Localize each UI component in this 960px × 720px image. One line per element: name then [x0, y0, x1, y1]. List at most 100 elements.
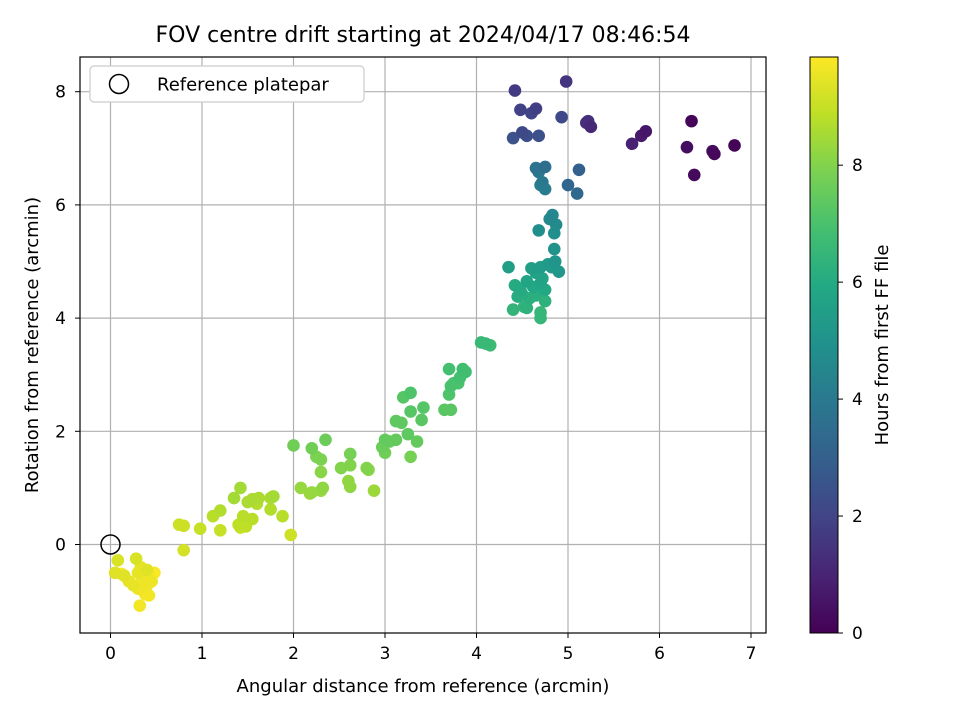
- scatter-point: [529, 102, 543, 115]
- scatter-point: [534, 311, 547, 325]
- scatter-point: [687, 168, 701, 182]
- legend: Reference platepar: [89, 65, 365, 103]
- scatter-point: [514, 103, 527, 117]
- scatter-point: [515, 126, 529, 139]
- colorbar-tick-label: 0: [852, 624, 863, 644]
- scatter-point: [367, 484, 381, 498]
- legend-box: [89, 65, 365, 103]
- scatter-point: [214, 524, 227, 537]
- scatter-point: [520, 301, 534, 315]
- scatter-point: [520, 275, 534, 288]
- scatter-point: [129, 552, 143, 565]
- colorbar-label: Hours from first FF file: [872, 245, 893, 446]
- y-tick-label: 2: [55, 422, 66, 442]
- y-tick-label: 6: [55, 196, 66, 216]
- scatter-point: [639, 125, 653, 138]
- scatter-point: [685, 114, 698, 128]
- scatter-point: [227, 491, 241, 505]
- scatter-point: [508, 84, 522, 97]
- scatter-point: [444, 403, 458, 417]
- scatter-point: [680, 140, 694, 154]
- scatter-point: [555, 110, 568, 124]
- scatter-point: [410, 435, 424, 448]
- scatter-point: [305, 486, 319, 499]
- scatter-point: [506, 131, 520, 145]
- scatter-point: [728, 139, 741, 152]
- scatter-point: [305, 441, 319, 455]
- scatter-point: [401, 427, 415, 441]
- y-tick-label: 8: [55, 83, 66, 103]
- x-tick-label: 3: [380, 644, 391, 664]
- scatter-point: [267, 490, 280, 503]
- scatter-point: [404, 450, 417, 464]
- scatter-point: [234, 481, 247, 495]
- scatter-point: [214, 504, 227, 517]
- scatter-point: [177, 543, 190, 557]
- colorbar-gradient: [809, 56, 839, 634]
- scatter-point: [117, 569, 131, 582]
- colorbar-tick-label: 2: [852, 507, 863, 527]
- scatter-point: [548, 255, 562, 268]
- scatter-point: [314, 465, 328, 479]
- colorbar-ticks: 0 2 4 6 8: [838, 156, 863, 644]
- scatter-point: [584, 120, 598, 134]
- scatter-point: [360, 461, 374, 475]
- scatter-point: [276, 509, 289, 523]
- scatter-point: [415, 413, 428, 427]
- x-axis-ticks: 0 1 2 3 4 5 6 7: [105, 633, 756, 664]
- scatter-point: [142, 589, 156, 602]
- x-tick-label: 2: [288, 644, 299, 664]
- scatter-point: [193, 522, 207, 535]
- scatter-point: [459, 365, 472, 379]
- scatter-point: [525, 261, 538, 275]
- colorbar-tick-label: 6: [852, 273, 863, 293]
- scatter-point: [177, 519, 190, 533]
- scatter-point: [547, 242, 561, 256]
- scatter-point: [506, 303, 520, 316]
- legend-marker: [108, 73, 130, 95]
- scatter-point: [532, 224, 546, 237]
- scatter-point: [287, 439, 300, 452]
- colorbar-tick-label: 8: [852, 156, 863, 176]
- scatter-point: [529, 161, 543, 175]
- x-tick-label: 7: [746, 644, 757, 664]
- scatter-point: [708, 147, 721, 161]
- scatter-point: [395, 416, 408, 430]
- scatter-point: [404, 405, 417, 418]
- x-axis-label: Angular distance from reference (arcmin): [237, 676, 610, 697]
- scatter-point: [404, 386, 417, 400]
- scatter-point: [572, 163, 586, 177]
- scatter-point: [442, 362, 456, 376]
- scatter-point: [294, 481, 308, 495]
- scatter-point: [538, 294, 552, 308]
- x-tick-label: 5: [563, 644, 574, 664]
- scatter-point: [502, 260, 515, 274]
- plot-frame: [79, 56, 767, 634]
- legend-label: Reference platepar: [157, 75, 329, 96]
- scatter-point: [133, 599, 147, 612]
- scatter-point: [532, 129, 546, 143]
- scatter-point: [570, 187, 584, 200]
- scatter-point: [343, 447, 357, 461]
- scatter-point: [417, 401, 430, 414]
- scatter-point: [536, 175, 549, 189]
- scatter-point: [552, 265, 566, 278]
- scatter-point: [140, 563, 154, 577]
- scatter-point: [538, 160, 552, 174]
- scatter-point: [111, 554, 125, 567]
- scatter-point: [127, 578, 140, 592]
- colorbar-tick-label: 4: [852, 390, 863, 410]
- scatter-point: [561, 178, 575, 192]
- y-tick-label: 0: [55, 536, 66, 556]
- y-tick-label: 4: [55, 309, 66, 329]
- x-tick-label: 6: [654, 644, 665, 664]
- scatter-point: [559, 75, 573, 88]
- colorbar: 0 2 4 6 8 Hours from first FF file: [809, 56, 893, 644]
- y-axis-ticks: 0 2 4 6 8: [55, 83, 80, 556]
- scatter-point: [316, 481, 330, 495]
- data-points: [108, 75, 741, 612]
- x-tick-label: 4: [471, 644, 482, 664]
- scatter-point: [343, 480, 357, 494]
- reference-platepar-marker: [100, 534, 121, 555]
